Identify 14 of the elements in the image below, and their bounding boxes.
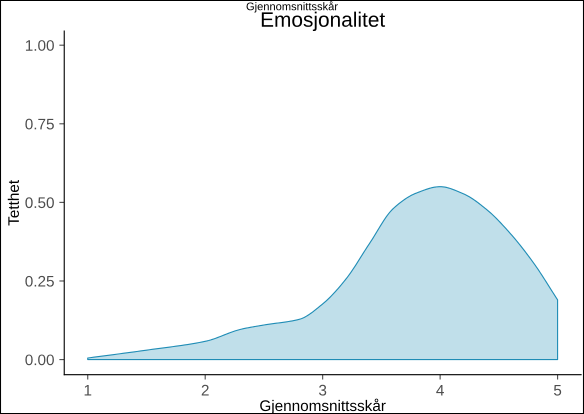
y-tick-label: 1.00 xyxy=(26,40,54,51)
y-axis-title: Tetthet xyxy=(8,180,19,226)
x-tick-label: 3 xyxy=(318,384,326,396)
x-tick-label: 4 xyxy=(436,384,444,396)
y-tick-label: 0.25 xyxy=(25,276,54,287)
y-tick-label: 0.00 xyxy=(25,354,54,366)
x-tick-label: 2 xyxy=(202,384,209,396)
y-tick-label: 0.50 xyxy=(25,197,54,208)
chart-title: Emosjonalitet xyxy=(262,12,386,32)
x-tick-label: 1 xyxy=(84,384,92,396)
x-axis-title: Gjennomsnittsskår xyxy=(260,398,386,414)
y-tick-label: 0.75 xyxy=(25,118,54,130)
x-tick-label: 5 xyxy=(554,384,562,396)
text: Gjennomsnittsskår xyxy=(246,1,338,13)
